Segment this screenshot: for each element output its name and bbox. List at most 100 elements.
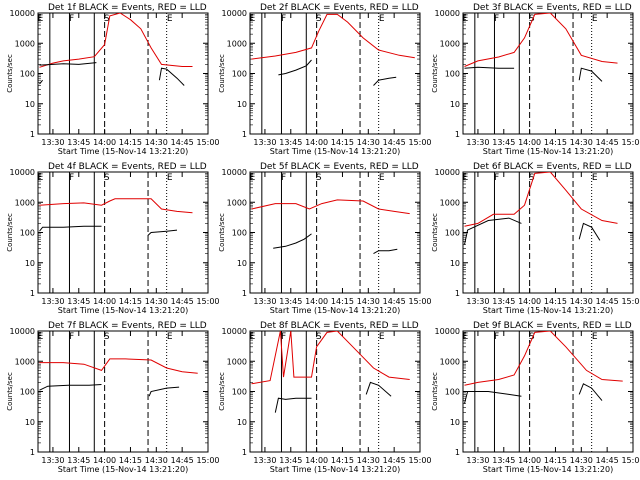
x-tick-label: 14:45 (383, 456, 406, 465)
y-axis-label: Counts/sec (431, 54, 439, 93)
series-line-events (39, 79, 43, 85)
x-tick-label: 14:00 (93, 297, 116, 306)
y-tick-label: 1 (30, 448, 35, 457)
x-tick-label: 14:15 (331, 297, 354, 306)
x-tick-label: 14:15 (119, 297, 142, 306)
event-marker: S (529, 332, 535, 342)
event-marker: E (379, 332, 385, 342)
y-axis-label: Counts/sec (6, 54, 14, 93)
event-marker: S (529, 14, 535, 24)
series-line-events (273, 233, 312, 249)
x-tick-label: 14:45 (596, 297, 619, 306)
event-marker: S (316, 332, 322, 342)
y-tick-label: 1 (242, 289, 247, 298)
y-tick-label: 10000 (435, 9, 460, 18)
event-marker: F (494, 332, 499, 342)
y-tick-label: 1 (455, 130, 460, 139)
series-line-lld (251, 199, 410, 215)
chart-panel-8: Det 8f BLACK = Events, RED = LLD 1 10 100 10… (218, 321, 432, 474)
event-marker: E (250, 332, 256, 342)
x-tick-label: 14:30 (145, 456, 168, 465)
series-line-events (274, 397, 312, 413)
event-marker: F (281, 173, 286, 183)
chart-panel-3: Det 3f BLACK = Events, RED = LLD 1 10 100 10… (431, 3, 640, 156)
event-marker: S (104, 173, 110, 183)
y-tick-label: 10000 (435, 327, 460, 336)
x-tick-label: 14:00 (93, 456, 116, 465)
event-marker: E (167, 173, 173, 183)
chart-title: Det 5f BLACK = Events, RED = LLD (260, 162, 419, 172)
x-tick-label: 13:45 (492, 297, 515, 306)
y-axis-label: Counts/sec (6, 213, 14, 252)
chart-title: Det 4f BLACK = Events, RED = LLD (48, 162, 207, 172)
x-tick-label: 13:30 (253, 456, 276, 465)
x-tick-label: 15:00 (408, 138, 431, 147)
y-tick-label: 100 (445, 70, 460, 79)
x-tick-label: 13:45 (492, 138, 515, 147)
y-tick-label: 1 (30, 130, 35, 139)
event-marker: E (463, 332, 469, 342)
y-tick-label: 100 (232, 229, 247, 238)
y-tick-label: 10 (450, 259, 460, 268)
y-tick-label: 1 (242, 130, 247, 139)
chart-title: Det 7f BLACK = Events, RED = LLD (48, 321, 207, 331)
y-tick-label: 100 (20, 388, 35, 397)
chart-title: Det 6f BLACK = Events, RED = LLD (473, 162, 632, 172)
x-tick-label: 13:45 (67, 456, 90, 465)
chart-panel-7: Det 7f BLACK = Events, RED = LLD 1 10 100 10… (6, 321, 220, 474)
x-tick-label: 15:00 (196, 297, 219, 306)
x-tick-label: 13:30 (466, 138, 489, 147)
chart-title: Det 1f BLACK = Events, RED = LLD (48, 3, 207, 13)
event-marker: F (494, 14, 499, 24)
chart-panel-4: Det 4f BLACK = Events, RED = LLD 1 10 100 10… (6, 162, 220, 315)
plot-frame (249, 330, 421, 453)
x-axis-label: Start Time (15-Nov-14 13:21:20) (58, 465, 188, 474)
series-line-events (147, 229, 178, 236)
x-tick-label: 13:30 (41, 138, 64, 147)
y-tick-label: 1 (30, 289, 35, 298)
x-tick-label: 14:45 (171, 456, 194, 465)
x-tick-label: 13:30 (41, 456, 64, 465)
y-tick-label: 1 (455, 289, 460, 298)
x-tick-label: 15:00 (196, 456, 219, 465)
x-axis-label: Start Time (15-Nov-14 13:21:20) (270, 465, 400, 474)
x-tick-label: 15:00 (621, 138, 640, 147)
y-axis-label: Counts/sec (6, 372, 14, 411)
x-tick-label: 14:00 (518, 456, 541, 465)
y-tick-label: 10000 (222, 327, 247, 336)
x-axis-label: Start Time (15-Nov-14 13:21:20) (483, 465, 613, 474)
event-marker: S (104, 14, 110, 24)
y-tick-label: 10000 (10, 9, 35, 18)
chart-title: Det 9f BLACK = Events, RED = LLD (473, 321, 632, 331)
series-line-events (39, 384, 102, 391)
series-line-events (39, 225, 102, 232)
event-marker: F (69, 332, 74, 342)
x-tick-label: 14:15 (331, 456, 354, 465)
series-line-lld (251, 331, 410, 385)
event-marker: E (379, 14, 385, 24)
y-tick-label: 10 (25, 100, 35, 109)
x-axis-label: Start Time (15-Nov-14 13:21:20) (270, 147, 400, 156)
plot-frame (249, 12, 421, 135)
chart-title: Det 8f BLACK = Events, RED = LLD (260, 321, 419, 331)
y-tick-label: 1 (242, 448, 247, 457)
x-axis-label: Start Time (15-Nov-14 13:21:20) (483, 147, 613, 156)
event-marker: F (69, 173, 74, 183)
y-tick-label: 1000 (440, 198, 460, 207)
event-marker: E (463, 173, 469, 183)
x-tick-label: 14:30 (357, 456, 380, 465)
y-tick-label: 10 (450, 100, 460, 109)
series-line-lld (39, 198, 193, 214)
plot-frame (462, 171, 634, 294)
y-tick-label: 100 (445, 229, 460, 238)
x-tick-label: 14:00 (518, 138, 541, 147)
event-marker: E (592, 173, 598, 183)
chart-panel-6: Det 6f BLACK = Events, RED = LLD 1 10 100 10… (431, 162, 640, 315)
event-marker: S (104, 332, 110, 342)
y-tick-label: 10000 (222, 9, 247, 18)
x-tick-label: 14:45 (596, 138, 619, 147)
x-tick-label: 14:45 (596, 456, 619, 465)
x-tick-label: 13:45 (492, 456, 515, 465)
plot-frame (249, 171, 421, 294)
x-tick-label: 14:30 (145, 297, 168, 306)
